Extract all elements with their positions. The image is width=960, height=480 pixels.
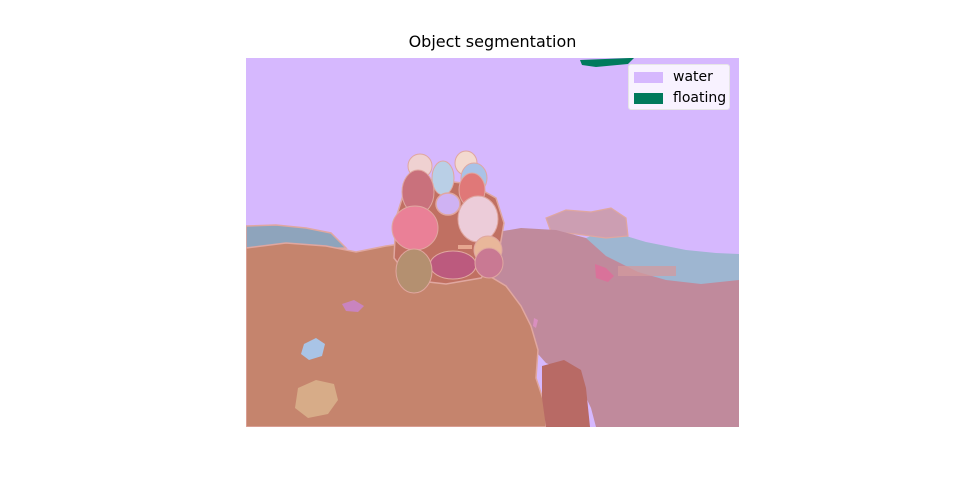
region-piece-magenta xyxy=(429,250,477,280)
region-far-shore-left xyxy=(246,224,348,251)
region-sliver xyxy=(533,318,538,328)
region-piece-lavender xyxy=(435,192,461,216)
region-tan-rock xyxy=(295,380,338,418)
legend: water floating xyxy=(628,64,730,110)
region-pink-blob xyxy=(342,300,364,312)
legend-label-floating: floating xyxy=(673,90,727,106)
region-piece-blue-top xyxy=(431,160,455,196)
segmentation-image xyxy=(246,58,739,427)
region-small-pink xyxy=(595,264,614,282)
legend-swatch-water xyxy=(634,71,663,83)
legend-item-water: water xyxy=(634,68,713,86)
region-piece-strip xyxy=(458,245,472,249)
region-floating xyxy=(580,58,634,67)
region-piece-tan xyxy=(395,248,433,294)
region-patch xyxy=(618,266,676,276)
region-ground-right xyxy=(471,228,739,427)
region-piece-pink-big xyxy=(391,205,439,251)
legend-item-floating: floating xyxy=(634,89,726,107)
region-piece-pale-pink xyxy=(457,195,499,243)
region-rock xyxy=(542,360,590,427)
figure-title: Object segmentation xyxy=(408,32,577,51)
legend-swatch-floating xyxy=(634,92,663,104)
region-piece-rose xyxy=(474,247,504,279)
legend-label-water: water xyxy=(673,69,713,85)
region-blue-blob xyxy=(301,338,325,360)
